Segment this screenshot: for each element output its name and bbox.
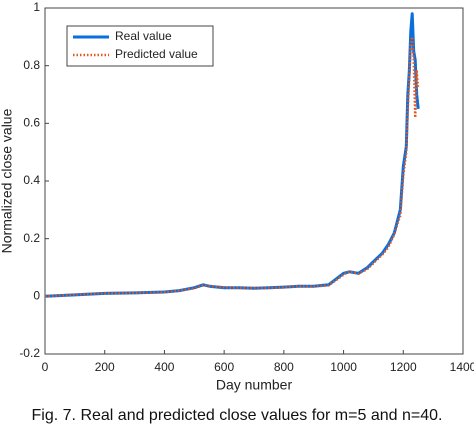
x-tick-label: 1400 <box>450 360 474 374</box>
y-tick-label: 0.2 <box>23 231 40 245</box>
x-tick-label: 1200 <box>390 360 417 374</box>
x-tick-label: 800 <box>274 360 294 374</box>
x-tick-label: 0 <box>42 360 49 374</box>
caption: Fig. 7. Real and predicted close values … <box>32 407 443 424</box>
x-tick-label: 200 <box>95 360 115 374</box>
legend-label: Real value <box>115 29 172 43</box>
legend-label: Predicted value <box>115 47 198 61</box>
y-tick-label: 0 <box>33 289 40 303</box>
y-tick-label: 0.6 <box>23 116 40 130</box>
y-tick-label: 0.8 <box>23 58 40 72</box>
series-line <box>44 12 420 298</box>
x-axis-label: Day number <box>216 377 293 393</box>
x-tick-label: 1000 <box>330 360 357 374</box>
y-tick-label: 1 <box>33 0 40 14</box>
series-line <box>44 35 420 298</box>
legend-box <box>66 25 214 67</box>
y-axis-label: Normalized close value <box>0 108 15 253</box>
x-tick-label: 600 <box>214 360 234 374</box>
y-tick-label: -0.2 <box>19 346 40 360</box>
y-tick-label: 0.4 <box>23 173 40 187</box>
x-tick-label: 400 <box>154 360 174 374</box>
